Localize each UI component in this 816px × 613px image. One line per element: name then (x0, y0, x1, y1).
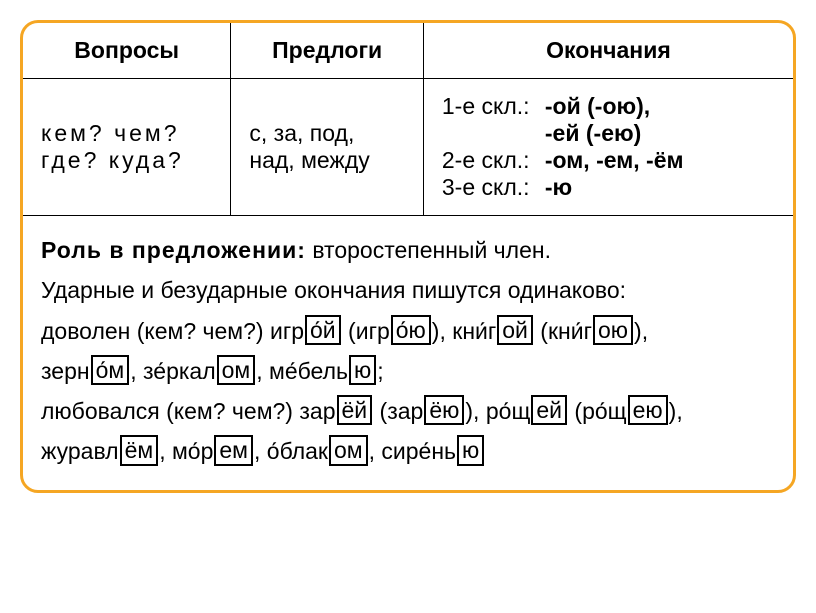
lead-text: доволен (кем? чем?) (41, 318, 264, 344)
question-line: кем? чем? (41, 120, 212, 147)
decl-values: -ой (-ою), -ей (-ею) (545, 93, 650, 147)
table-header-row: Вопросы Предлоги Окончания (23, 23, 793, 79)
lead-text-2: любовался (кем? чем?) (41, 398, 293, 424)
role-value: второстепенный член. (312, 237, 551, 263)
cell-prepositions: с, за, под, над, между (231, 79, 424, 216)
word-knigoy: книгой (452, 311, 534, 351)
decl-values: -ю (545, 174, 572, 201)
decl-label: 3-е скл.: (442, 174, 537, 201)
word-sirenju: сиренью (381, 431, 485, 471)
role-line: Роль в предложении: второстепенный член. (41, 230, 775, 270)
header-questions: Вопросы (23, 23, 231, 79)
example-line-2: любовался (кем? чем?) зарёй (зарёю), рощ… (41, 391, 775, 431)
word-igroiu: игрою (356, 311, 432, 351)
header-endings: Окончания (423, 23, 793, 79)
cell-questions: кем? чем? где? куда? (23, 79, 231, 216)
role-label: Роль в предложении: (41, 237, 306, 263)
decl-label: 1-е скл.: (442, 93, 537, 147)
question-line: где? куда? (41, 147, 212, 174)
endings-row: 2-е скл.: -ом, -ем, -ём (442, 147, 775, 174)
grammar-table: Вопросы Предлоги Окончания кем? чем? где… (23, 23, 793, 216)
prepositions-text: с, за, под, над, между (249, 120, 405, 174)
decl-label: 2-е скл.: (442, 147, 537, 174)
endings-row: 3-е скл.: -ю (442, 174, 775, 201)
word-zerkalom: зеркалом (143, 351, 256, 391)
word-zarey: зарёй (299, 391, 373, 431)
word-zareyu: зарёю (387, 391, 465, 431)
word-roshchey: рощей (486, 391, 568, 431)
cell-endings: 1-е скл.: -ой (-ою), -ей (-ею) 2-е скл.:… (423, 79, 793, 216)
word-zhuravlem: журавлём (41, 431, 159, 471)
grammar-card: Вопросы Предлоги Окончания кем? чем? где… (20, 20, 796, 493)
body-section: Роль в предложении: второстепенный член.… (23, 216, 793, 490)
word-igroy: игрой (270, 311, 342, 351)
word-mebelju: мебелью (269, 351, 377, 391)
word-roshcheyu: рощею (582, 391, 669, 431)
stress-rule: Ударные и безударные окончания пишутся о… (41, 270, 775, 310)
decl-values: -ом, -ем, -ём (545, 147, 684, 174)
word-morem: морем (172, 431, 254, 471)
word-zernom: зерном (41, 351, 130, 391)
example-line-1: доволен (кем? чем?) игрой (игрою), книго… (41, 311, 775, 351)
header-prepositions: Предлоги (231, 23, 424, 79)
table-data-row: кем? чем? где? куда? с, за, под, над, ме… (23, 79, 793, 216)
word-knigoiu: книгою (548, 311, 634, 351)
endings-row: 1-е скл.: -ой (-ою), -ей (-ею) (442, 93, 775, 147)
example-line-1b: зерном, зеркалом, мебелью; (41, 351, 775, 391)
word-oblakom: облаком (267, 431, 369, 471)
example-line-2b: журавлём, морем, облаком, сиренью (41, 431, 775, 471)
